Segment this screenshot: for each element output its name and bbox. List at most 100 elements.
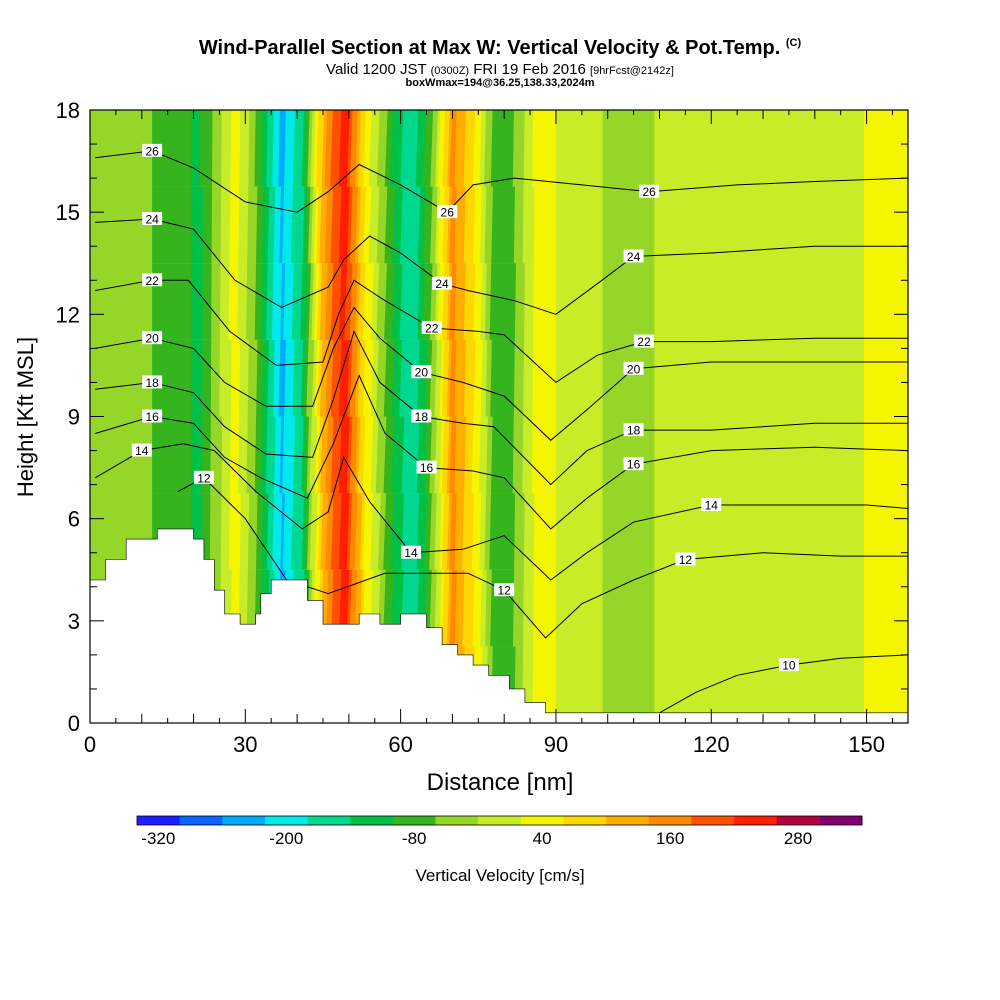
velocity-cell: [121, 493, 125, 570]
velocity-cell: [724, 569, 728, 647]
velocity-cell: [835, 186, 839, 264]
velocity-cell: [406, 339, 414, 417]
velocity-cell: [698, 569, 702, 647]
velocity-cell: [817, 186, 821, 264]
contour-label: 14: [131, 443, 152, 458]
velocity-cell: [211, 263, 215, 340]
velocity-cell: [318, 110, 325, 187]
contour-label-bg: [701, 498, 722, 512]
velocity-cell: [760, 110, 764, 187]
velocity-cell: [602, 493, 606, 570]
velocity-cell: [286, 263, 292, 340]
velocity-cell: [796, 569, 801, 647]
velocity-cell: [729, 646, 733, 723]
velocity-cell: [848, 186, 852, 264]
velocity-cell: [322, 263, 329, 340]
velocity-cell: [558, 646, 562, 723]
velocity-cell: [763, 110, 767, 187]
velocity-cell: [360, 339, 367, 417]
velocity-cell: [724, 416, 728, 494]
velocity-cell: [864, 493, 868, 570]
contour-label: 16: [416, 460, 437, 475]
velocity-cell: [786, 493, 790, 570]
velocity-cell: [838, 493, 842, 570]
velocity-cell: [695, 569, 700, 647]
velocity-cell: [654, 569, 658, 647]
velocity-cell: [680, 416, 684, 494]
velocity-cell: [563, 339, 568, 417]
velocity-cell: [172, 263, 177, 340]
velocity-cell: [752, 493, 756, 570]
velocity-cell: [162, 339, 166, 417]
velocity-cell: [739, 493, 744, 570]
velocity-cell: [118, 416, 122, 494]
velocity-cell: [610, 339, 614, 417]
velocity-cell: [861, 110, 865, 187]
velocity-cell: [95, 416, 99, 494]
velocity-cell: [895, 339, 899, 417]
velocity-cell: [357, 493, 364, 570]
velocity-cell: [843, 416, 847, 494]
velocity-cell: [134, 186, 138, 264]
y-tick-label: 12: [56, 302, 80, 327]
velocity-cell: [817, 646, 821, 723]
velocity-cell: [97, 110, 102, 187]
velocity-cell: [154, 416, 159, 494]
velocity-cell: [651, 493, 656, 570]
velocity-cell: [102, 416, 107, 494]
velocity-cell: [561, 493, 565, 570]
velocity-cell: [820, 493, 824, 570]
velocity-cell: [677, 110, 681, 187]
velocity-cell: [281, 110, 287, 187]
velocity-cell: [315, 493, 321, 570]
velocity-cell: [357, 186, 364, 264]
velocity-cell: [760, 339, 764, 417]
velocity-cell: [721, 493, 725, 570]
velocity-cell: [394, 186, 402, 264]
velocity-cell: [703, 339, 707, 417]
velocity-cell: [864, 569, 868, 647]
velocity-cell: [783, 493, 788, 570]
velocity-cell: [321, 110, 328, 187]
velocity-cell: [851, 263, 855, 340]
velocity-cell: [615, 186, 619, 264]
velocity-cell: [757, 493, 762, 570]
velocity-cell: [330, 110, 337, 187]
velocity-cell: [641, 339, 645, 417]
velocity-cell: [667, 493, 671, 570]
velocity-cell: [95, 263, 99, 340]
velocity-cell: [615, 646, 619, 723]
velocity-cell: [206, 110, 210, 187]
velocity-cell: [737, 339, 741, 417]
velocity-cell: [807, 569, 811, 647]
velocity-cell: [690, 646, 694, 723]
velocity-cell: [612, 416, 617, 494]
velocity-cell: [729, 416, 733, 494]
velocity-cell: [366, 110, 373, 187]
velocity-cell: [739, 569, 744, 647]
velocity-cell: [289, 339, 296, 417]
velocity-cell: [113, 186, 117, 264]
velocity-cell: [311, 339, 318, 417]
velocity-cell: [851, 110, 855, 187]
velocity-cell: [889, 569, 894, 647]
velocity-cell: [750, 110, 754, 187]
velocity-cell: [281, 339, 287, 417]
velocity-cell: [615, 263, 619, 340]
velocity-cell: [317, 493, 324, 570]
velocity-cell: [415, 186, 422, 264]
velocity-cell: [900, 646, 904, 723]
velocity-cell: [293, 416, 299, 494]
velocity-cell: [633, 263, 637, 340]
velocity-cell: [840, 493, 845, 570]
velocity-cell: [381, 339, 388, 417]
velocity-cell: [698, 416, 702, 494]
velocity-cell: [115, 110, 120, 187]
velocity-cell: [344, 339, 351, 417]
velocity-cell: [126, 110, 130, 187]
velocity-cell: [555, 646, 560, 723]
contour-label: 24: [432, 276, 453, 291]
velocity-cell: [804, 493, 808, 570]
velocity-cell: [180, 416, 184, 494]
velocity-cell: [716, 569, 720, 647]
